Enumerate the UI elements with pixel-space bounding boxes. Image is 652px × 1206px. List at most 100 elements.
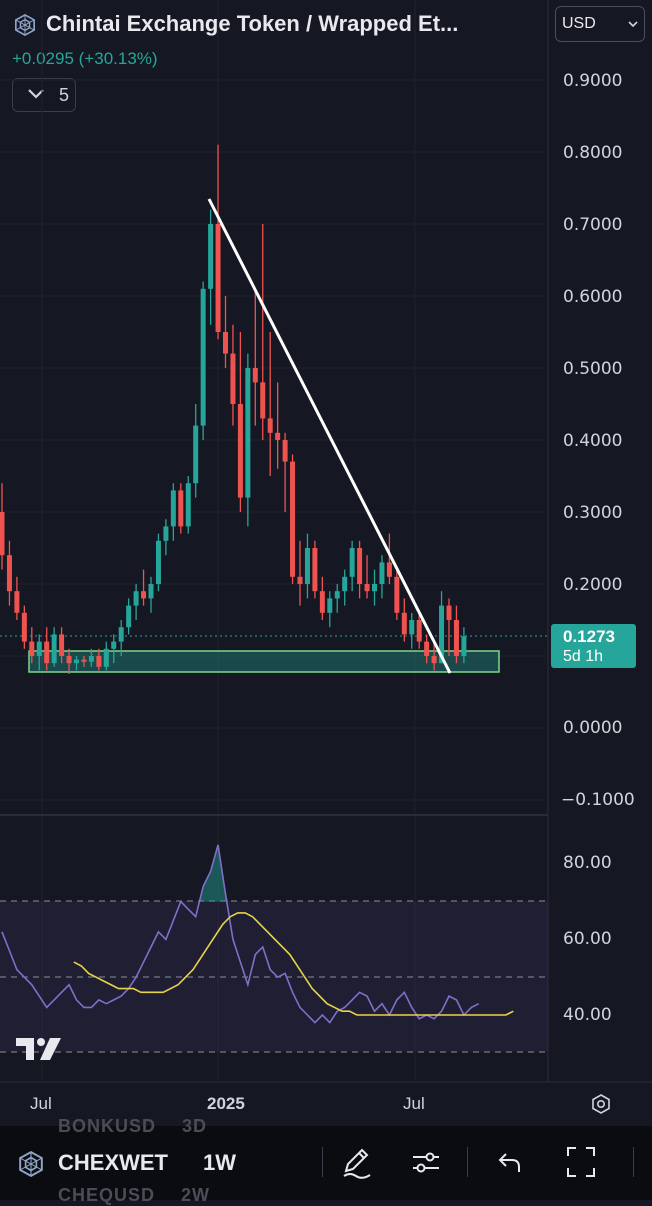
rsi-axis-label: 60.00	[563, 929, 612, 949]
time-axis-label: Jul	[403, 1094, 425, 1113]
candle-body	[44, 641, 50, 664]
candle-body	[424, 641, 430, 656]
rsi-ma-line	[73, 912, 514, 1016]
candle-body	[193, 425, 199, 484]
chart-header: Chintai Exchange Token / Wrapped Et... +…	[0, 0, 548, 120]
toolbar-divider	[322, 1147, 323, 1177]
candle-body	[453, 620, 459, 656]
price-axis-label: 0.2000	[563, 575, 623, 595]
toolbar-divider	[633, 1147, 634, 1177]
candle-body	[304, 548, 310, 584]
fullscreen-icon[interactable]	[565, 1145, 597, 1179]
rsi-line	[1, 844, 480, 1024]
candle-body	[29, 641, 35, 656]
candle-body	[200, 288, 206, 426]
current-price-value: 0.1273	[563, 627, 615, 646]
candle-body	[252, 368, 258, 383]
watchlist-ghost-row: CHEQUSD 2W	[58, 1185, 210, 1206]
price-chart[interactable]	[0, 0, 652, 1126]
candle-body	[386, 562, 392, 577]
candle-body	[364, 584, 370, 592]
undo-icon[interactable]	[496, 1145, 524, 1179]
candle-body	[394, 576, 400, 613]
candle-body	[319, 591, 325, 613]
rsi-overbought-fill	[200, 844, 229, 902]
candle-body	[96, 656, 102, 667]
price-axis-label: 0.0000	[563, 718, 623, 738]
candle-body	[133, 591, 139, 606]
indicators-toggle-button[interactable]: 5	[12, 78, 76, 112]
candle-body	[379, 562, 385, 584]
price-axis-label: 0.7000	[563, 215, 623, 235]
price-axis-label: −0.1000	[561, 790, 635, 810]
candle-body	[6, 555, 12, 592]
candle-body	[59, 634, 65, 656]
candle-body	[148, 584, 154, 599]
support-zone-rectangle[interactable]	[28, 650, 500, 673]
candle-body	[103, 648, 109, 667]
candle-body	[439, 605, 445, 664]
candle-body	[461, 636, 467, 656]
candle-body	[372, 584, 377, 592]
price-change: +0.0295 (+30.13%)	[12, 49, 158, 68]
candle-body	[170, 490, 176, 527]
candle-body	[446, 605, 452, 620]
ghost-interval: 3D	[182, 1116, 208, 1136]
bar-countdown: 5d 1h	[563, 648, 604, 665]
candle-body	[349, 548, 355, 577]
candle-body	[215, 224, 221, 332]
chevron-down-icon	[628, 21, 638, 28]
ghost-symbol: CHEQUSD	[58, 1185, 156, 1205]
price-axis-label: 0.6000	[563, 287, 623, 307]
candle-body	[118, 627, 124, 642]
pencil-icon[interactable]	[340, 1145, 372, 1179]
bottom-toolbar	[0, 1126, 652, 1200]
symbol-title[interactable]: Chintai Exchange Token / Wrapped Et...	[46, 11, 459, 36]
candle-body	[141, 591, 147, 599]
indicator-count: 5	[59, 85, 70, 105]
exchange-logo-icon	[15, 14, 35, 36]
candle-body	[178, 490, 184, 527]
candle-body	[334, 591, 340, 599]
candle-body	[312, 548, 318, 592]
candle-body	[260, 382, 266, 419]
exchange-logo-icon	[19, 1151, 43, 1177]
candle-body	[357, 548, 363, 584]
candle-body	[208, 224, 214, 289]
time-axis-label: 2025	[207, 1094, 245, 1113]
candle-body	[431, 656, 437, 664]
candle-body	[21, 612, 27, 642]
candle-body	[81, 659, 87, 662]
tradingview-logo-icon[interactable]	[14, 1036, 64, 1062]
candle-body	[401, 612, 407, 635]
sliders-icon[interactable]	[410, 1145, 442, 1179]
candle-body	[230, 353, 236, 404]
candle-body	[163, 526, 169, 541]
current-price-badge: 0.1273 5d 1h	[551, 624, 636, 668]
candle-body	[267, 418, 273, 433]
candle-body	[126, 605, 132, 628]
candle-body	[223, 332, 228, 354]
price-axis-label: 0.5000	[563, 359, 623, 379]
candle-body	[66, 656, 72, 664]
symbol-search-button[interactable]: CHEXWET	[58, 1150, 168, 1175]
toolbar-divider	[467, 1147, 468, 1177]
candle-body	[185, 483, 191, 527]
candle-body	[51, 634, 57, 664]
interval-button[interactable]: 1W	[203, 1150, 236, 1175]
descending-trendline[interactable]	[207, 198, 452, 674]
currency-select[interactable]: USD	[555, 6, 645, 42]
chevron-down-icon	[28, 89, 44, 99]
candle-body	[237, 404, 243, 498]
price-axis-label: 0.3000	[563, 503, 623, 523]
candle-body	[327, 598, 333, 613]
currency-label: USD	[562, 15, 596, 32]
candle-body	[290, 461, 296, 577]
settings-icon[interactable]	[591, 1094, 611, 1114]
price-axis-label: 0.8000	[563, 143, 623, 163]
candle-body	[245, 368, 251, 498]
price-axis-label: 0.9000	[563, 71, 623, 91]
candle-body	[297, 576, 303, 584]
watchlist-ghost-row: BONKUSD 3D	[58, 1116, 207, 1137]
candle-body	[88, 656, 94, 662]
